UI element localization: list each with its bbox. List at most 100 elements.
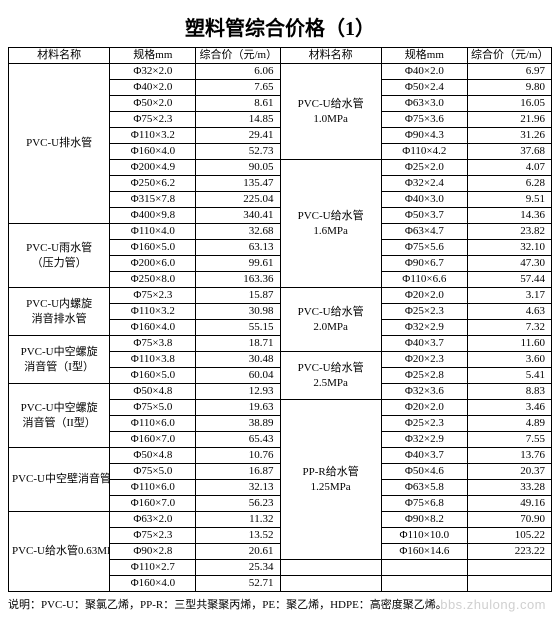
price: 49.16 bbox=[467, 496, 551, 512]
spec: Φ200×6.0 bbox=[110, 256, 196, 272]
price: 20.37 bbox=[467, 464, 551, 480]
price: 60.04 bbox=[196, 368, 280, 384]
price: 65.43 bbox=[196, 432, 280, 448]
footnote: 说明：PVC-U：聚氯乙烯，PP-R：三型共聚聚丙烯，PE：聚乙烯，HDPE：高… bbox=[8, 596, 552, 612]
spec: Φ110×10.0 bbox=[381, 528, 467, 544]
price: 56.23 bbox=[196, 496, 280, 512]
price: 18.71 bbox=[196, 336, 280, 352]
price: 37.68 bbox=[467, 144, 551, 160]
price: 23.82 bbox=[467, 224, 551, 240]
material-name: PVC-U给水管1.0MPa bbox=[281, 64, 382, 160]
spec: Φ90×2.8 bbox=[110, 544, 196, 560]
spec: Φ110×4.0 bbox=[110, 224, 196, 240]
material-name: PVC-U中空壁消音管 bbox=[9, 448, 110, 512]
right-table: 材料名称 规格mm 综合价（元/m） PVC-U给水管1.0MPaΦ40×2.0… bbox=[281, 48, 553, 592]
price: 21.96 bbox=[467, 112, 551, 128]
hdr-price: 综合价（元/m） bbox=[196, 48, 280, 64]
price: 32.13 bbox=[196, 480, 280, 496]
empty bbox=[281, 576, 382, 592]
price: 16.05 bbox=[467, 96, 551, 112]
price: 163.36 bbox=[196, 272, 280, 288]
spec: Φ63×5.8 bbox=[381, 480, 467, 496]
price: 52.73 bbox=[196, 144, 280, 160]
material-name: PVC-U内螺旋消音排水管 bbox=[9, 288, 110, 336]
price: 223.22 bbox=[467, 544, 551, 560]
price: 30.48 bbox=[196, 352, 280, 368]
spec: Φ32×3.6 bbox=[381, 384, 467, 400]
table-row bbox=[281, 560, 552, 576]
price: 340.41 bbox=[196, 208, 280, 224]
table-row: PVC-U中空壁消音管Φ50×4.810.76 bbox=[9, 448, 280, 464]
spec: Φ40×3.0 bbox=[381, 192, 467, 208]
spec: Φ160×7.0 bbox=[110, 496, 196, 512]
spec: Φ110×3.8 bbox=[110, 352, 196, 368]
material-name: PVC-U给水管2.0MPa bbox=[281, 288, 382, 352]
right-table-wrap: 材料名称 规格mm 综合价（元/m） PVC-U给水管1.0MPaΦ40×2.0… bbox=[281, 48, 553, 592]
spec: Φ20×2.0 bbox=[381, 288, 467, 304]
spec: Φ160×7.0 bbox=[110, 432, 196, 448]
empty bbox=[467, 560, 551, 576]
empty bbox=[281, 560, 382, 576]
price: 11.60 bbox=[467, 336, 551, 352]
spec: Φ63×2.0 bbox=[110, 512, 196, 528]
material-name: PVC-U雨水管（压力管） bbox=[9, 224, 110, 288]
spec: Φ32×2.9 bbox=[381, 320, 467, 336]
spec: Φ25×2.0 bbox=[381, 160, 467, 176]
material-name: PVC-U给水管0.63MPa bbox=[9, 512, 110, 592]
price: 12.93 bbox=[196, 384, 280, 400]
price: 25.34 bbox=[196, 560, 280, 576]
spec: Φ25×2.8 bbox=[381, 368, 467, 384]
price: 47.30 bbox=[467, 256, 551, 272]
spec: Φ110×6.6 bbox=[381, 272, 467, 288]
price: 32.68 bbox=[196, 224, 280, 240]
price: 8.83 bbox=[467, 384, 551, 400]
table-row: PVC-U给水管0.63MPaΦ63×2.011.32 bbox=[9, 512, 280, 528]
spec: Φ315×7.8 bbox=[110, 192, 196, 208]
spec: Φ25×2.3 bbox=[381, 304, 467, 320]
material-name: PP-R给水管1.25MPa bbox=[281, 400, 382, 560]
price: 20.61 bbox=[196, 544, 280, 560]
price: 13.76 bbox=[467, 448, 551, 464]
material-name: PVC-U给水管2.5MPa bbox=[281, 352, 382, 400]
price: 6.97 bbox=[467, 64, 551, 80]
spec: Φ75×5.6 bbox=[381, 240, 467, 256]
material-name: PVC-U给水管1.6MPa bbox=[281, 160, 382, 288]
price: 135.47 bbox=[196, 176, 280, 192]
price: 19.63 bbox=[196, 400, 280, 416]
spec: Φ90×6.7 bbox=[381, 256, 467, 272]
price: 9.80 bbox=[467, 80, 551, 96]
spec: Φ160×4.0 bbox=[110, 576, 196, 592]
hdr-spec: 规格mm bbox=[110, 48, 196, 64]
price: 90.05 bbox=[196, 160, 280, 176]
price: 8.61 bbox=[196, 96, 280, 112]
price-tables: 材料名称 规格mm 综合价（元/m） PVC-U排水管Φ32×2.06.06Φ4… bbox=[8, 47, 552, 592]
spec: Φ50×2.0 bbox=[110, 96, 196, 112]
spec: Φ250×6.2 bbox=[110, 176, 196, 192]
price: 52.71 bbox=[196, 576, 280, 592]
price: 31.26 bbox=[467, 128, 551, 144]
price: 63.13 bbox=[196, 240, 280, 256]
spec: Φ75×3.8 bbox=[110, 336, 196, 352]
table-row: PVC-U中空螺旋消音管（I型）Φ75×3.818.71 bbox=[9, 336, 280, 352]
spec: Φ110×4.2 bbox=[381, 144, 467, 160]
price: 14.36 bbox=[467, 208, 551, 224]
price: 11.32 bbox=[196, 512, 280, 528]
spec: Φ160×4.0 bbox=[110, 320, 196, 336]
table-row: PVC-U雨水管（压力管）Φ110×4.032.68 bbox=[9, 224, 280, 240]
spec: Φ250×8.0 bbox=[110, 272, 196, 288]
price: 225.04 bbox=[196, 192, 280, 208]
table-row: PVC-U给水管1.0MPaΦ40×2.06.97 bbox=[281, 64, 552, 80]
spec: Φ40×3.7 bbox=[381, 336, 467, 352]
hdr-spec: 规格mm bbox=[381, 48, 467, 64]
spec: Φ160×4.0 bbox=[110, 144, 196, 160]
spec: Φ160×14.6 bbox=[381, 544, 467, 560]
price: 57.44 bbox=[467, 272, 551, 288]
spec: Φ75×3.6 bbox=[381, 112, 467, 128]
price: 99.61 bbox=[196, 256, 280, 272]
price: 10.76 bbox=[196, 448, 280, 464]
price: 33.28 bbox=[467, 480, 551, 496]
spec: Φ90×8.2 bbox=[381, 512, 467, 528]
spec: Φ200×4.9 bbox=[110, 160, 196, 176]
empty bbox=[381, 576, 467, 592]
price: 7.55 bbox=[467, 432, 551, 448]
